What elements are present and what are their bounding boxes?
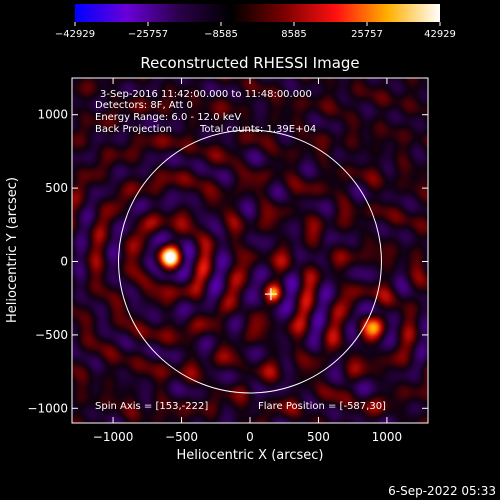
chart-title: Reconstructed RHESSI Image xyxy=(140,54,359,72)
annotation-time-range: 3-Sep-2016 11:42:00.000 to 11:48:00.000 xyxy=(100,89,312,100)
annotation-detectors: Detectors: 8F, Att 0 xyxy=(95,100,193,111)
x-tick-label: −500 xyxy=(165,430,198,444)
heatmap-image xyxy=(72,78,428,423)
colorbar-tick-label: 25757 xyxy=(351,29,383,40)
timestamp: 6-Sep-2022 05:33 xyxy=(388,484,496,498)
axis-ticks: −1000 −500 0 500 1000 −1000 −500 0 500 1000 xyxy=(27,78,428,444)
y-axis-label: Heliocentric Y (arcsec) xyxy=(5,177,20,323)
annotation-energy-range: Energy Range: 6.0 - 12.0 keV xyxy=(95,112,241,123)
colorbar-tick-label: 42929 xyxy=(424,29,456,40)
y-tick-label: 0 xyxy=(60,255,68,269)
x-axis-label: Heliocentric X (arcsec) xyxy=(177,448,324,463)
annotation-total-counts: Total counts: 1.39E+04 xyxy=(199,124,316,135)
colorbar-tick-label: −8585 xyxy=(204,29,238,40)
colorbar-tick-label: −25757 xyxy=(128,29,168,40)
x-tick-label: 500 xyxy=(307,430,330,444)
colorbar-tick-label: −42929 xyxy=(55,29,95,40)
y-tick-label: 1000 xyxy=(37,108,68,122)
spin-axis-cross xyxy=(264,288,277,301)
colorbar xyxy=(75,4,440,22)
annotation-flare-position: Flare Position = [-587,30] xyxy=(258,401,386,412)
x-tick-label: 1000 xyxy=(372,430,403,444)
colorbar-ticks: −42929 −25757 −8585 8585 25757 42929 xyxy=(55,22,456,40)
annotation-method: Back Projection xyxy=(95,124,172,135)
y-tick-label: −1000 xyxy=(27,401,68,415)
colorbar-tick-label: 8585 xyxy=(281,29,306,40)
y-tick-label: −500 xyxy=(35,328,68,342)
x-tick-label: 0 xyxy=(246,430,254,444)
x-tick-label: −1000 xyxy=(93,430,134,444)
y-tick-label: 500 xyxy=(45,181,68,195)
annotation-spin-axis: Spin Axis = [153,-222] xyxy=(95,401,208,412)
solar-limb-circle xyxy=(118,129,382,394)
